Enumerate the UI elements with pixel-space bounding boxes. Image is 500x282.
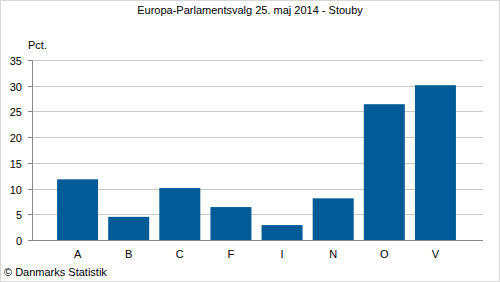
- source: © Danmarks Statistik: [4, 266, 107, 278]
- tick-mark: [28, 240, 32, 241]
- bar: [313, 198, 354, 240]
- y-tick-label: 5: [16, 209, 22, 221]
- tick-mark: [28, 60, 32, 61]
- x-axis: [32, 240, 483, 241]
- x-tick-label: I: [281, 248, 284, 260]
- bars: [57, 85, 456, 240]
- y-label: Pct.: [28, 39, 47, 51]
- chart: Europa-Parlamentsvalg 25. maj 2014 - Sto…: [0, 0, 500, 282]
- background: [1, 1, 500, 282]
- bar: [262, 225, 303, 240]
- y-tick-label: 0: [16, 235, 22, 247]
- y-tick-label: 30: [10, 81, 22, 93]
- tick-mark: [28, 137, 32, 138]
- bar: [415, 85, 456, 240]
- bar: [57, 179, 98, 240]
- grid-line: [32, 60, 483, 61]
- y-axis: [32, 60, 33, 240]
- x-tick-label: F: [228, 248, 235, 260]
- y-tick-label: 10: [10, 184, 22, 196]
- tick-mark: [28, 111, 32, 112]
- bar: [364, 104, 405, 240]
- grid-line: [32, 240, 483, 241]
- x-tick-label: O: [380, 248, 389, 260]
- tick-mark: [28, 163, 32, 164]
- x-tick-label: N: [329, 248, 337, 260]
- y-tick-label: 35: [10, 55, 22, 67]
- x-tick-label: A: [74, 248, 82, 260]
- title: Europa-Parlamentsvalg 25. maj 2014 - Sto…: [137, 4, 363, 16]
- y-tick-label: 25: [10, 106, 22, 118]
- x-tick-label: C: [176, 248, 184, 260]
- bar: [210, 207, 251, 240]
- tick-mark: [28, 86, 32, 87]
- y-tick-label: 20: [10, 132, 22, 144]
- bar: [159, 188, 200, 240]
- tick-mark: [28, 189, 32, 190]
- bar: [108, 217, 149, 240]
- x-tick-label: B: [125, 248, 132, 260]
- tick-mark: [28, 214, 32, 215]
- x-tick-label: V: [432, 248, 440, 260]
- y-tick-label: 15: [10, 158, 22, 170]
